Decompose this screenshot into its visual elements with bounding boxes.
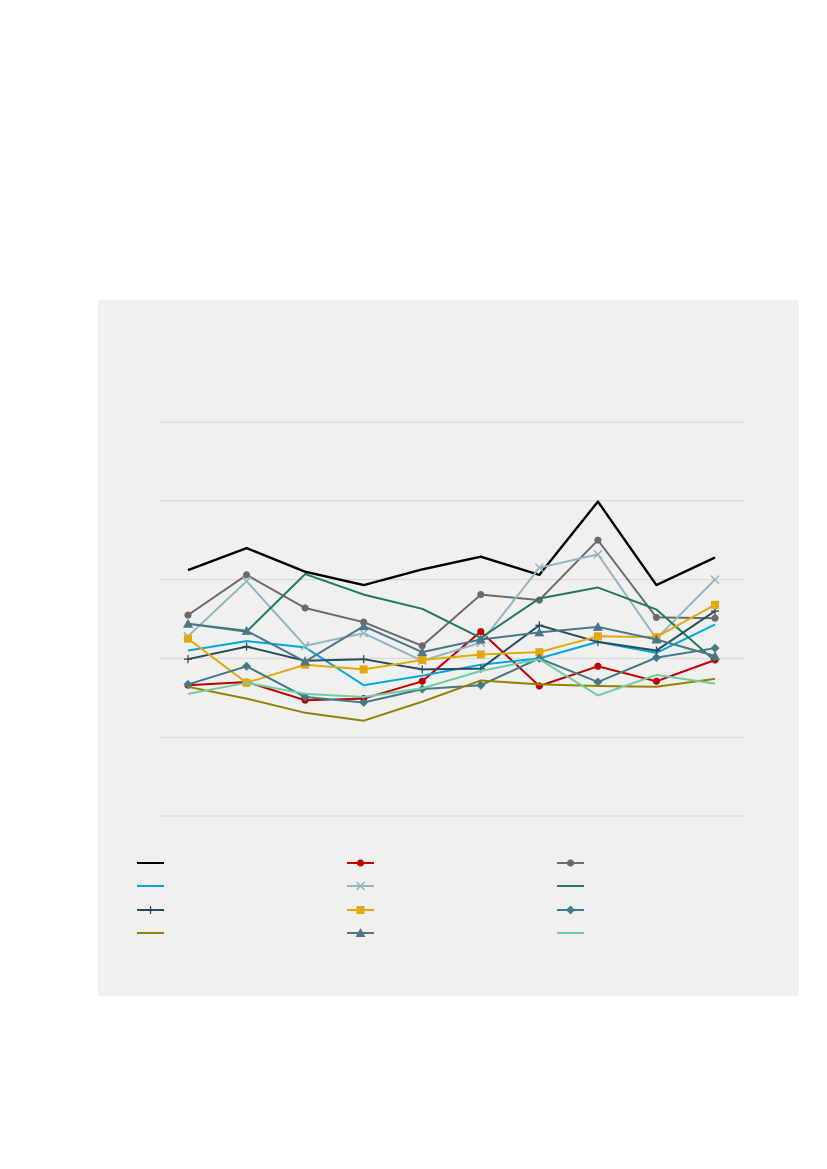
data-point xyxy=(710,643,720,653)
legend-item-5 xyxy=(347,881,374,891)
series-4 xyxy=(187,623,716,687)
data-point xyxy=(652,613,661,622)
legend-marker xyxy=(356,859,365,867)
series-line xyxy=(187,500,716,587)
chart-panel xyxy=(98,300,799,996)
series-line xyxy=(187,573,716,662)
data-point xyxy=(594,662,602,670)
data-point xyxy=(418,655,427,664)
legend-item-7 xyxy=(137,906,164,914)
series-line xyxy=(187,647,716,704)
data-point xyxy=(300,692,310,702)
data-point xyxy=(710,575,720,585)
series-line xyxy=(187,658,716,698)
series-6 xyxy=(187,573,716,662)
legend-item-11 xyxy=(347,928,374,937)
data-point xyxy=(418,665,427,674)
data-point xyxy=(534,563,544,573)
series-line xyxy=(187,539,716,647)
data-point xyxy=(183,618,193,628)
data-point xyxy=(418,642,426,650)
data-point xyxy=(242,642,251,651)
legend-item-2 xyxy=(347,859,374,867)
data-point xyxy=(359,698,369,708)
data-point xyxy=(593,632,602,641)
data-point xyxy=(710,651,720,661)
series-layer xyxy=(183,500,720,722)
legend-item-8 xyxy=(347,906,374,914)
data-point xyxy=(593,549,603,559)
data-point xyxy=(711,614,719,622)
data-point xyxy=(592,621,603,631)
data-point xyxy=(593,677,603,687)
series-3 xyxy=(184,536,719,650)
data-point xyxy=(711,600,719,609)
data-point xyxy=(184,655,192,664)
legend-item-9 xyxy=(557,905,584,915)
series-line xyxy=(187,623,716,687)
series-10 xyxy=(187,677,716,722)
series-12 xyxy=(187,658,716,698)
series-11 xyxy=(183,618,720,666)
data-point xyxy=(477,628,485,636)
legend-marker xyxy=(355,928,366,937)
data-point xyxy=(652,677,661,685)
legend-marker xyxy=(566,905,575,915)
data-point xyxy=(534,627,545,637)
data-point xyxy=(300,641,310,651)
data-point xyxy=(300,656,311,666)
legend-marker xyxy=(566,859,575,867)
series-line xyxy=(187,622,716,663)
data-point xyxy=(475,634,486,644)
series-line xyxy=(187,610,716,671)
data-point xyxy=(184,611,192,619)
data-point xyxy=(242,661,252,671)
legend-item-3 xyxy=(557,859,584,867)
data-point xyxy=(477,590,485,599)
data-point xyxy=(651,634,662,644)
data-point xyxy=(418,677,426,685)
legend xyxy=(137,859,584,937)
data-point xyxy=(476,680,486,690)
data-point xyxy=(359,655,368,664)
legend-marker xyxy=(355,881,366,891)
data-point xyxy=(184,634,192,643)
data-point xyxy=(594,536,602,544)
legend-marker xyxy=(146,906,155,914)
data-point xyxy=(301,604,309,612)
data-point xyxy=(242,571,251,579)
series-7 xyxy=(184,607,719,674)
data-point xyxy=(358,621,369,631)
data-point xyxy=(241,625,252,635)
series-1 xyxy=(187,500,716,587)
series-line xyxy=(187,677,716,722)
data-point xyxy=(476,650,485,659)
series-line xyxy=(187,553,716,662)
data-point xyxy=(535,648,544,657)
legend-marker xyxy=(356,906,365,914)
series-9 xyxy=(183,643,720,708)
data-point xyxy=(242,576,252,586)
data-point xyxy=(359,665,368,674)
data-point xyxy=(359,628,369,638)
line-chart xyxy=(137,421,744,937)
series-line xyxy=(187,603,716,684)
data-point xyxy=(651,653,661,663)
data-point xyxy=(417,647,428,657)
